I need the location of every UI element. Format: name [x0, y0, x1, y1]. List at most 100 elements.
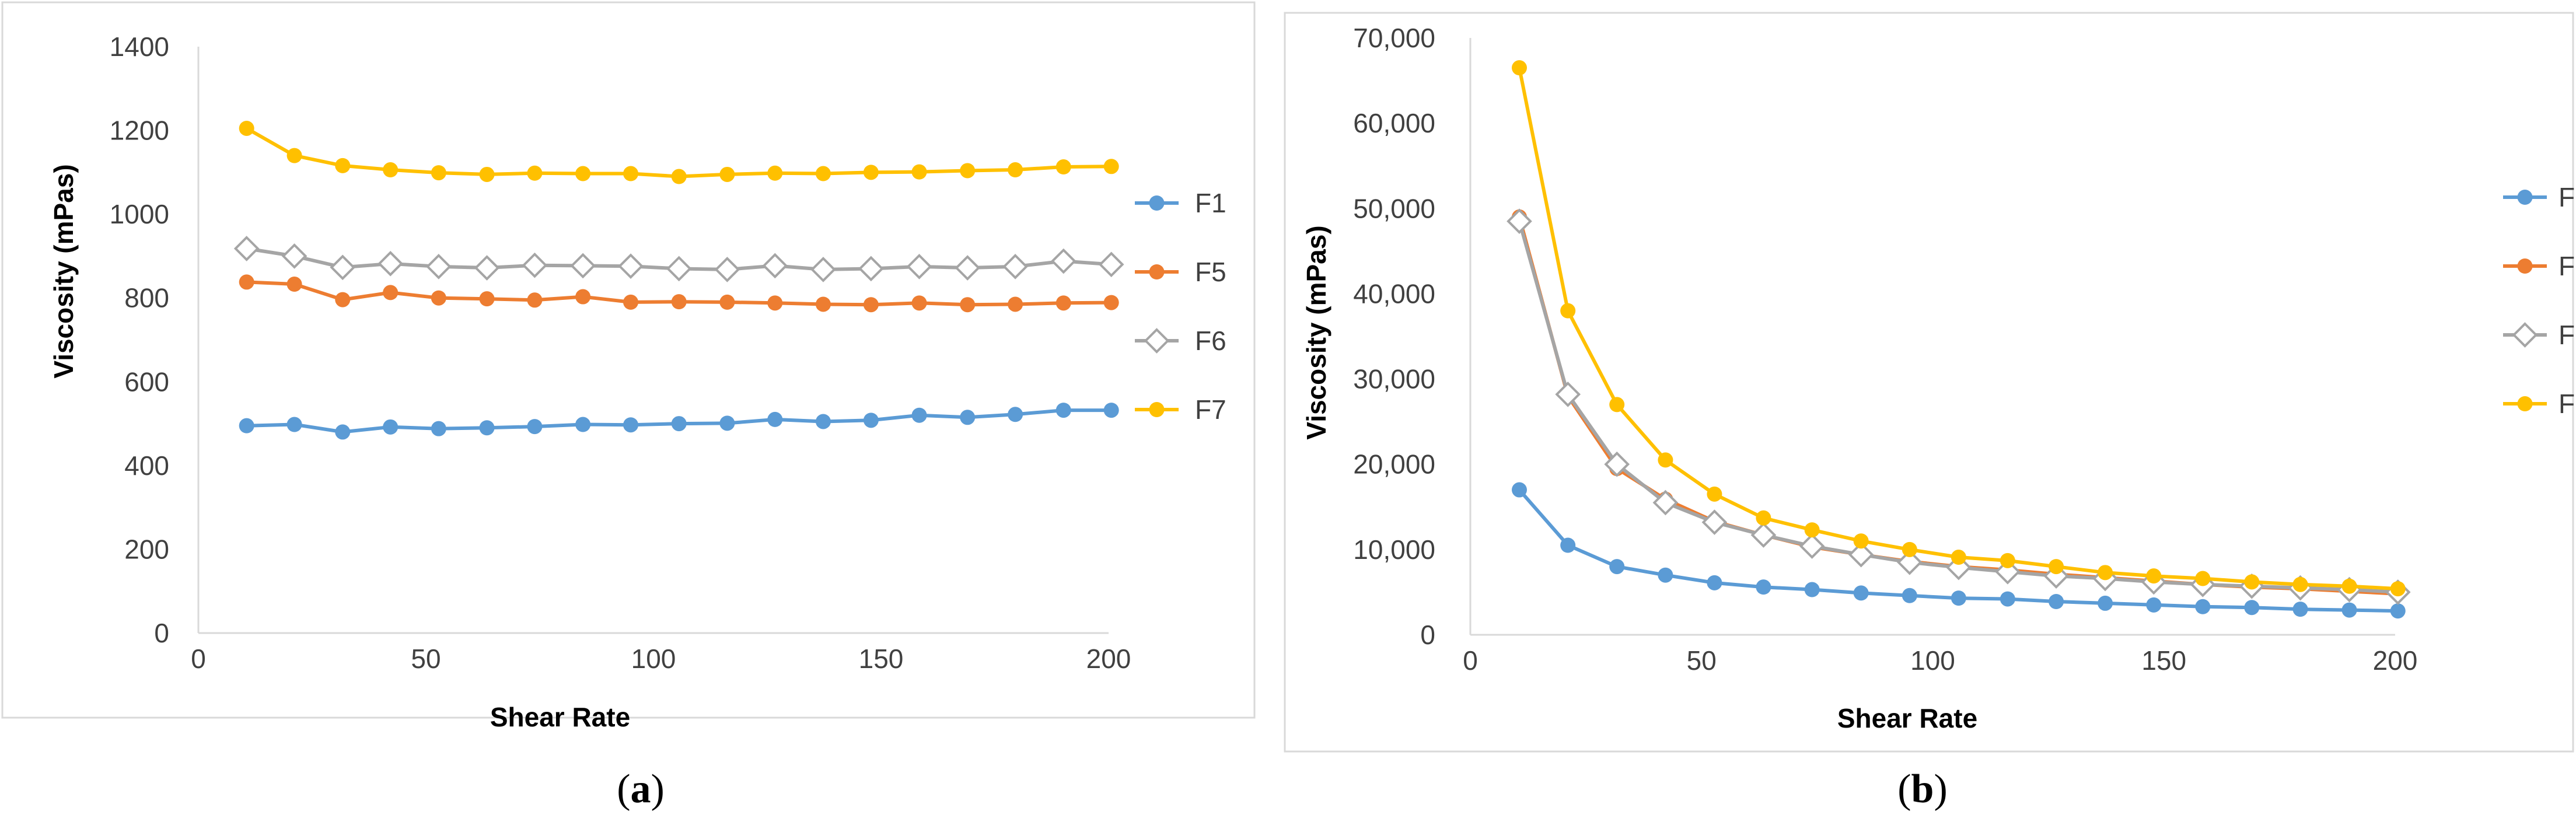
- caption-a: (a): [617, 767, 665, 812]
- panel-a-frame: [1, 1, 1256, 719]
- data-point-f5: [719, 294, 735, 310]
- data-point-f5: [335, 292, 351, 307]
- x-tick-label: 0: [191, 644, 206, 674]
- y-tick-label: 0: [154, 618, 169, 648]
- data-point-f6: [1652, 490, 1679, 516]
- data-point-f7: [2098, 565, 2113, 581]
- data-point-f1: [2049, 594, 2064, 610]
- x-tick-label: 100: [1910, 645, 1955, 676]
- data-point-f7: [575, 166, 591, 181]
- data-point-f1: [1756, 579, 1771, 595]
- y-tick-label: 800: [124, 283, 169, 313]
- x-axis-title-a: Shear Rate: [490, 702, 630, 732]
- y-axis-title-b: Viscosity (mPas): [1301, 225, 1331, 439]
- legend-label-f7: F7: [2558, 389, 2576, 419]
- data-point-f7: [767, 165, 783, 181]
- data-point-f5: [1103, 295, 1119, 310]
- caption-b-letter: b: [1911, 767, 1934, 812]
- data-point-f6: [666, 256, 692, 282]
- series-line-f5: [1518, 216, 2398, 596]
- data-point-f7: [1512, 60, 1528, 76]
- data-point-f6: [714, 257, 740, 282]
- data-point-f7: [1804, 522, 1820, 538]
- data-point-f5: [671, 294, 687, 310]
- x-axis-title-b: Shear Rate: [1837, 703, 1977, 733]
- y-tick-label: 600: [124, 366, 169, 397]
- data-point-f1: [815, 414, 831, 429]
- data-point-f1: [2098, 595, 2113, 611]
- legend-marker-f7: [2517, 396, 2533, 411]
- data-point-f7: [1609, 397, 1625, 413]
- data-point-f7: [383, 162, 399, 178]
- data-point-f7: [1008, 162, 1023, 178]
- legend-marker-f1: [1149, 195, 1165, 211]
- data-point-f6: [522, 252, 548, 278]
- data-point-f6: [1002, 254, 1028, 279]
- data-point-f6: [1555, 382, 1581, 407]
- legend-marker-f1: [2517, 190, 2533, 205]
- data-point-f1: [1609, 559, 1625, 575]
- data-point-f7: [1756, 510, 1771, 526]
- data-point-f5: [527, 292, 543, 308]
- data-point-f6: [570, 253, 596, 279]
- data-point-f7: [2049, 559, 2064, 575]
- data-point-f7: [719, 166, 735, 182]
- data-point-f1: [1055, 403, 1071, 418]
- data-point-f1: [960, 410, 976, 425]
- data-point-f6: [1799, 533, 1825, 559]
- data-point-f1: [2000, 591, 2015, 607]
- legend-label-f5: F5: [2558, 251, 2576, 281]
- panel-b: 0 10,000 20,000 30,000 40,000 50,000 60,000 70,…: [1284, 12, 2576, 812]
- data-point-f7: [1951, 550, 1966, 565]
- data-point-f5: [960, 297, 976, 313]
- data-point-f5: [383, 285, 399, 300]
- data-point-f1: [719, 415, 735, 431]
- data-point-f1: [1103, 403, 1119, 418]
- data-point-f5: [1055, 295, 1071, 311]
- legend-label-f7: F7: [1195, 394, 1226, 425]
- data-point-f1: [479, 420, 495, 436]
- y-tick-label: 0: [1420, 620, 1435, 650]
- y-tick-label: 1400: [110, 32, 169, 62]
- data-point-f6: [1604, 451, 1630, 477]
- data-point-f7: [527, 165, 543, 181]
- data-point-f6: [762, 253, 788, 279]
- data-point-f7: [1853, 533, 1869, 549]
- data-point-f1: [671, 416, 687, 432]
- data-point-f5: [767, 295, 783, 311]
- data-point-f1: [2195, 599, 2211, 614]
- data-point-f7: [479, 166, 495, 182]
- data-point-f6: [1750, 522, 1777, 548]
- data-point-f5: [863, 297, 879, 313]
- data-point-f7: [815, 166, 831, 181]
- data-point-f7: [1902, 541, 1917, 557]
- data-point-f6: [1995, 559, 2021, 585]
- data-point-f1: [1951, 590, 1966, 606]
- data-point-f7: [863, 165, 879, 180]
- data-point-f1: [383, 419, 399, 435]
- data-point-f5: [575, 289, 591, 305]
- data-point-f6: [378, 251, 403, 277]
- caption-b: (b): [1897, 767, 1948, 812]
- data-point-f7: [911, 164, 927, 180]
- legend-marker-f7: [1149, 402, 1165, 417]
- x-tick-label: 100: [631, 644, 676, 674]
- data-point-f6: [618, 253, 644, 279]
- data-point-f1: [2390, 603, 2406, 619]
- data-point-f7: [1560, 303, 1576, 319]
- data-point-f6: [330, 254, 356, 281]
- x-tick-label: 200: [1086, 644, 1131, 674]
- data-point-f7: [2000, 553, 2015, 568]
- legend-marker-f5: [1149, 264, 1165, 279]
- data-point-f1: [431, 421, 446, 436]
- data-point-f5: [815, 296, 831, 312]
- data-point-f7: [286, 148, 302, 163]
- data-point-f5: [431, 290, 446, 306]
- legend-label-f6: F6: [1195, 326, 1226, 356]
- data-point-f6: [1050, 248, 1076, 274]
- panel-b-frame: [1284, 12, 2574, 753]
- series-line-f6: [1518, 221, 2398, 594]
- data-point-f7: [2146, 568, 2162, 584]
- data-point-f1: [911, 407, 927, 423]
